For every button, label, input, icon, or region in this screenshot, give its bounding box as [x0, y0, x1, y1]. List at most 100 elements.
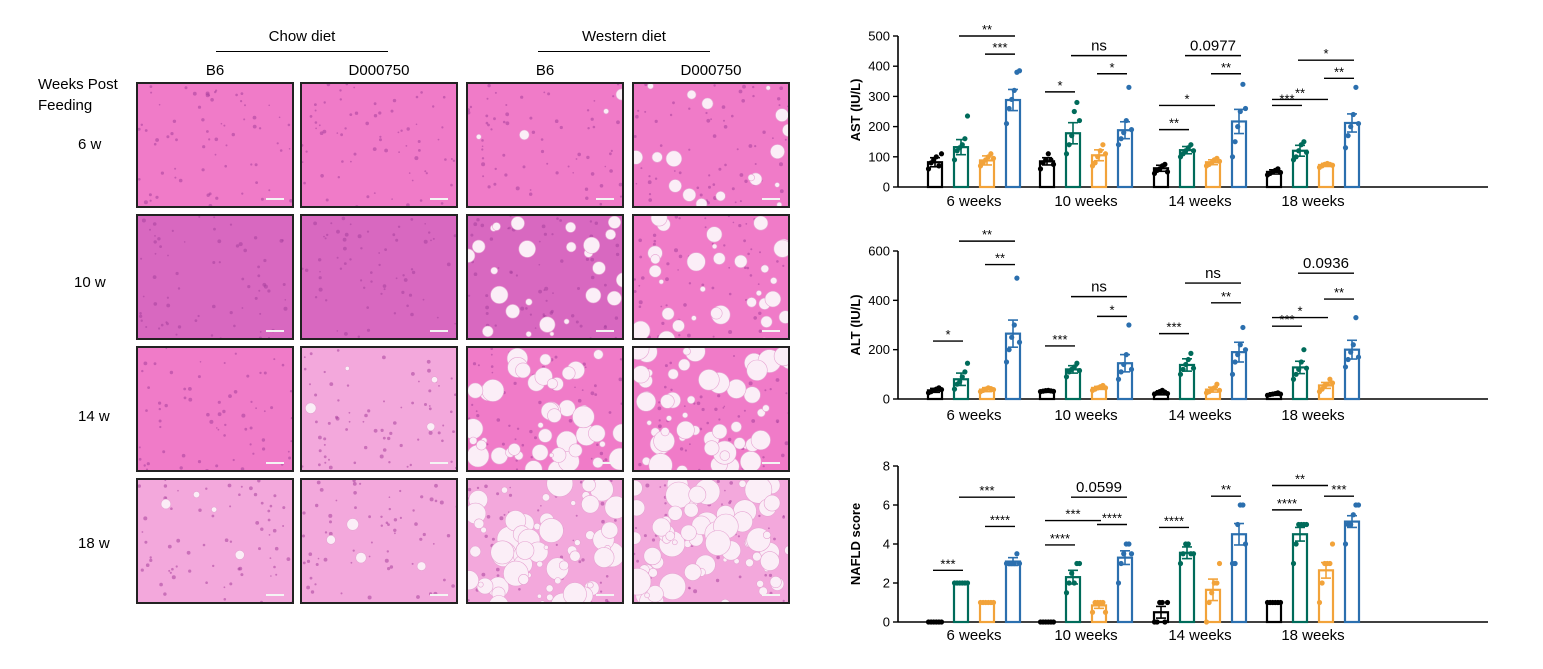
data-point	[1233, 359, 1238, 364]
significance-label: ****	[990, 512, 1010, 527]
data-point	[1100, 142, 1105, 147]
data-point	[1356, 502, 1361, 507]
data-point	[1004, 359, 1009, 364]
data-point	[1074, 100, 1079, 105]
data-point	[1188, 351, 1193, 356]
data-point	[934, 154, 939, 159]
category-label: 10 weeks	[1054, 193, 1117, 210]
scale-bar	[266, 330, 284, 332]
bar	[980, 603, 994, 623]
data-point	[1240, 325, 1245, 330]
data-point	[1278, 391, 1283, 396]
significance-label: ***	[1279, 312, 1294, 327]
significance-label: **	[1169, 116, 1179, 131]
data-point	[991, 600, 996, 605]
y-tick-label: 6	[883, 498, 890, 513]
data-point	[1330, 541, 1335, 546]
data-point	[1207, 600, 1212, 605]
scale-bar	[266, 462, 284, 464]
data-point	[1348, 350, 1353, 355]
data-point	[1240, 502, 1245, 507]
data-point	[1238, 109, 1243, 114]
histology-image	[300, 214, 458, 340]
data-point	[1165, 391, 1170, 396]
data-point	[1235, 352, 1240, 357]
histology-image	[136, 346, 294, 472]
data-point	[926, 166, 931, 171]
data-point	[1353, 85, 1358, 90]
data-point	[1162, 162, 1167, 167]
data-point	[1064, 151, 1069, 156]
data-point	[1067, 142, 1072, 147]
category-label: 10 weeks	[1054, 627, 1117, 644]
data-point	[1014, 551, 1019, 556]
data-point	[1181, 367, 1186, 372]
data-point	[1294, 154, 1299, 159]
timepoint-label: 6 w	[78, 136, 101, 153]
data-point	[1098, 148, 1103, 153]
row-header-line: Weeks Post	[38, 74, 118, 95]
data-point	[1294, 541, 1299, 546]
significance-label: *	[1109, 302, 1114, 317]
significance-label: ns	[1091, 38, 1107, 55]
data-point	[1301, 347, 1306, 352]
significance-label: 0.0599	[1076, 479, 1122, 496]
group-header: D000750	[632, 62, 790, 79]
data-point	[1155, 619, 1160, 624]
bar	[1293, 534, 1307, 622]
bar	[1006, 100, 1020, 187]
data-point	[965, 580, 970, 585]
data-point	[1160, 600, 1165, 605]
y-tick-label: 500	[868, 29, 890, 44]
data-point	[1116, 377, 1121, 382]
data-point	[1235, 522, 1240, 527]
data-point	[991, 387, 996, 392]
significance-label: *	[1057, 78, 1062, 93]
data-point	[1240, 82, 1245, 87]
histology-image	[466, 214, 624, 340]
data-point	[1188, 142, 1193, 147]
data-point	[1072, 580, 1077, 585]
data-point	[1343, 364, 1348, 369]
group-header: B6	[466, 62, 624, 79]
data-point	[1048, 157, 1053, 162]
y-tick-label: 4	[883, 537, 890, 552]
data-point	[1129, 127, 1134, 132]
significance-label: ns	[1205, 265, 1221, 282]
data-point	[1012, 561, 1017, 566]
scale-bar	[762, 198, 780, 200]
histology-image	[632, 214, 790, 340]
y-tick-label: 8	[883, 459, 890, 474]
data-point	[1217, 159, 1222, 164]
scale-bar	[762, 594, 780, 596]
data-point	[1165, 169, 1170, 174]
significance-label: *	[1184, 91, 1189, 106]
bar	[954, 583, 968, 622]
significance-label: **	[1334, 64, 1344, 79]
significance-label: **	[1221, 289, 1231, 304]
data-point	[1165, 600, 1170, 605]
data-point	[1017, 68, 1022, 73]
data-point	[1038, 166, 1043, 171]
data-point	[1012, 88, 1017, 93]
data-point	[962, 136, 967, 141]
data-point	[1330, 380, 1335, 385]
data-point	[1243, 347, 1248, 352]
data-point	[1116, 142, 1121, 147]
data-point	[965, 113, 970, 118]
significance-label: **	[1221, 60, 1231, 75]
data-point	[1214, 382, 1219, 387]
data-point	[1067, 580, 1072, 585]
data-point	[936, 163, 941, 168]
data-point	[1077, 561, 1082, 566]
histology-image	[300, 346, 458, 472]
scale-bar	[596, 330, 614, 332]
data-point	[1294, 372, 1299, 377]
histology-image	[466, 346, 624, 472]
data-point	[1278, 600, 1283, 605]
significance-label: ***	[1331, 482, 1346, 497]
data-point	[1230, 372, 1235, 377]
data-point	[1004, 121, 1009, 126]
significance-label: *	[945, 327, 950, 342]
